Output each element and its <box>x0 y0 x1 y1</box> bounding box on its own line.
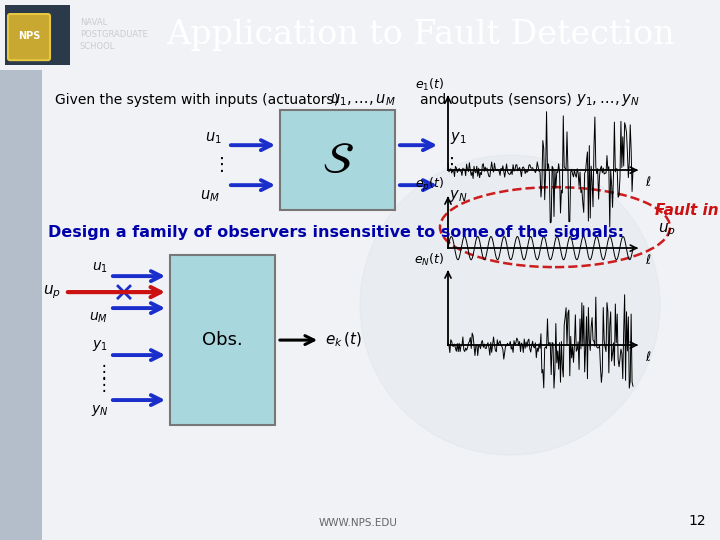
Text: $u_1,\ldots,u_M$: $u_1,\ldots,u_M$ <box>330 92 396 108</box>
FancyBboxPatch shape <box>170 255 275 425</box>
Text: $e_N(t)$: $e_N(t)$ <box>414 252 444 268</box>
Text: ⋮: ⋮ <box>443 156 461 174</box>
Text: ⋮: ⋮ <box>96 363 112 381</box>
Text: Obs.: Obs. <box>202 331 243 349</box>
Text: WWW.NPS.EDU: WWW.NPS.EDU <box>318 518 397 528</box>
FancyBboxPatch shape <box>280 110 395 210</box>
Text: Fault in: Fault in <box>655 202 719 218</box>
Text: $u_1$: $u_1$ <box>204 130 221 146</box>
Text: 12: 12 <box>688 514 706 528</box>
Text: Given the system with inputs (actuators): Given the system with inputs (actuators) <box>55 93 339 107</box>
Text: $u_p$: $u_p$ <box>43 284 61 301</box>
Text: $e_p(t)$: $e_p(t)$ <box>415 176 444 194</box>
Text: $y_N$: $y_N$ <box>91 402 109 417</box>
Text: POSTGRADUATE: POSTGRADUATE <box>80 30 148 38</box>
Text: NAVAL: NAVAL <box>80 18 107 26</box>
Text: $u_M$: $u_M$ <box>89 311 107 325</box>
Text: $u_M$: $u_M$ <box>200 188 220 204</box>
Text: $e_1(t)$: $e_1(t)$ <box>415 77 444 93</box>
FancyBboxPatch shape <box>5 5 70 65</box>
Text: SCHOOL: SCHOOL <box>80 42 115 51</box>
Text: and outputs (sensors): and outputs (sensors) <box>420 93 572 107</box>
Text: $u_1$: $u_1$ <box>92 261 108 275</box>
Text: Application to Fault Detection: Application to Fault Detection <box>166 19 674 51</box>
Text: $\ell$: $\ell$ <box>645 253 652 267</box>
Text: $e_k\,(t)$: $e_k\,(t)$ <box>325 331 362 349</box>
Text: $\mathcal{S}$: $\mathcal{S}$ <box>322 139 354 182</box>
FancyBboxPatch shape <box>0 70 42 540</box>
Circle shape <box>360 155 660 455</box>
Text: Design a family of observers insensitive to some of the signals:: Design a family of observers insensitive… <box>48 225 624 240</box>
Text: ⋮: ⋮ <box>213 156 231 174</box>
Text: $y_1,\ldots,y_N$: $y_1,\ldots,y_N$ <box>576 92 639 108</box>
Text: ⋮: ⋮ <box>96 376 112 394</box>
Text: NPS: NPS <box>18 31 40 41</box>
Text: $\ell$: $\ell$ <box>645 175 652 189</box>
Text: $y_N$: $y_N$ <box>449 188 467 204</box>
FancyBboxPatch shape <box>8 14 50 60</box>
Text: $y_1$: $y_1$ <box>450 130 467 146</box>
Text: $y_1$: $y_1$ <box>92 338 108 353</box>
Text: $u_p$: $u_p$ <box>658 221 676 239</box>
Text: $\ell$: $\ell$ <box>645 350 652 364</box>
